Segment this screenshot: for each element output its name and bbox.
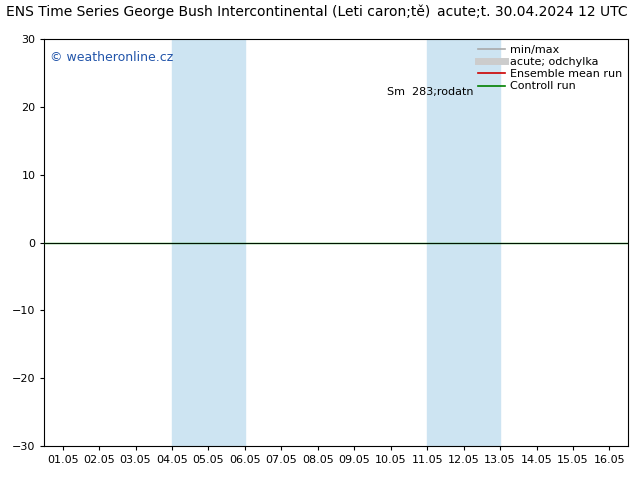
- Text: © weatheronline.cz: © weatheronline.cz: [50, 51, 174, 64]
- Text: ENS Time Series George Bush Intercontinental (Leti caron;tě): ENS Time Series George Bush Intercontine…: [6, 5, 430, 20]
- Text: Sm  283;rodatn: Sm 283;rodatn: [387, 87, 473, 97]
- Bar: [427, 39, 500, 446]
- Bar: [172, 39, 245, 446]
- Legend: min/max, acute; odchylka, Ensemble mean run, Controll run: min/max, acute; odchylka, Ensemble mean …: [474, 42, 625, 95]
- Text: acute;t. 30.04.2024 12 UTC: acute;t. 30.04.2024 12 UTC: [437, 5, 628, 19]
